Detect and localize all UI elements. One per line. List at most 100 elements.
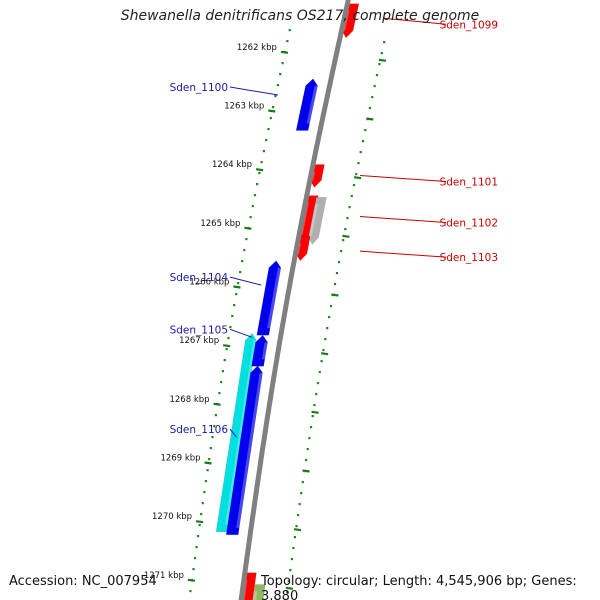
scale-dot — [327, 316, 331, 319]
gene-arrow-sden_1106 — [225, 365, 263, 536]
scale-dot — [361, 140, 365, 143]
scale-dot — [223, 359, 226, 362]
scale-dot — [241, 260, 244, 263]
tick-mark-left — [204, 461, 212, 465]
scale-dot — [233, 304, 236, 307]
tick-mark-right — [285, 586, 294, 590]
scale-dot — [239, 271, 242, 274]
scale-dot — [231, 315, 234, 318]
scale-dot — [322, 349, 325, 352]
map-title: Shewanella denitrificans OS217, complete… — [120, 8, 480, 24]
scale-dot — [333, 283, 337, 286]
scale-dot — [189, 590, 192, 593]
scale-label: 1264 kbp — [212, 160, 252, 170]
scale-dot — [265, 139, 268, 142]
scale-dot — [288, 29, 291, 32]
scale-dot — [355, 173, 358, 176]
scale-dot — [208, 458, 211, 461]
scale-dot — [339, 250, 343, 253]
scale-dot — [292, 547, 295, 550]
scale-dot — [316, 382, 320, 385]
scale-dot — [258, 172, 261, 175]
scale-dot — [352, 184, 356, 187]
genome-backbone — [238, 0, 351, 600]
scale-dot — [375, 74, 379, 77]
gene-label-sden_1101: Sden_1101 — [440, 176, 498, 188]
scale-dot — [193, 557, 197, 560]
scale-dot — [253, 194, 257, 197]
topology-text: Topology: circular; Length: 4,545,906 bp… — [261, 574, 577, 600]
label-leader-line — [359, 216, 447, 224]
scale-dot — [371, 96, 374, 99]
scale-dot — [293, 536, 297, 539]
label-leader-line — [229, 328, 253, 338]
tick-mark-left — [255, 168, 264, 172]
scale-dot — [249, 216, 252, 219]
scale-dot — [235, 293, 238, 296]
gene-layer — [225, 3, 360, 600]
scale-dot — [287, 580, 290, 583]
tick-mark-right — [311, 410, 319, 414]
scale-dot — [315, 393, 318, 396]
scale-label: 1271 kbp — [144, 571, 184, 581]
scale-dot — [301, 481, 304, 484]
tick-mark-left — [187, 578, 196, 582]
scale-dot — [203, 491, 206, 494]
scale-label: 1263 kbp — [224, 102, 264, 112]
scale-dot — [304, 459, 308, 462]
tick-mark-left — [233, 285, 241, 289]
scale-dot — [214, 414, 218, 417]
gene-labels: Sden_1099 Sden_1100 Sden_1101 Sden_1102 Sden… — [170, 17, 498, 438]
scale-dot — [195, 546, 198, 549]
tick-mark-right — [353, 176, 362, 180]
scale-dotted-ring-inner — [189, 29, 291, 593]
scale-dot — [313, 404, 316, 407]
scale-dot — [311, 415, 314, 418]
scale-dot — [243, 249, 246, 252]
tick-mark-left — [244, 226, 252, 230]
gene-arrow-highlight — [267, 267, 281, 329]
gene-arrow-highlight — [236, 372, 263, 528]
scale-dot — [198, 524, 201, 527]
scale-labels: 1262 kbp 1263 kbp 1264 kbp 1265 kbp 1266 kbp… — [144, 43, 277, 581]
tick-mark-left — [213, 402, 221, 406]
scale-label: 1270 kbp — [152, 512, 192, 522]
scale-dot — [298, 503, 301, 506]
scale-dot — [289, 569, 292, 572]
scale-dot — [318, 371, 321, 374]
scale-dot — [269, 117, 272, 120]
scale-dot — [368, 107, 372, 110]
gene-label-sden_1099: Sden_1099 — [440, 19, 498, 31]
scale-label: 1269 kbp — [161, 454, 201, 464]
scale-dot — [364, 129, 367, 132]
scale-dot — [204, 480, 208, 483]
scale-dot — [201, 502, 204, 505]
scale-dot — [300, 492, 303, 495]
scale-label: 1262 kbp — [237, 43, 277, 53]
scale-dot — [320, 360, 323, 363]
scale-dot — [346, 217, 349, 220]
scale-dot — [251, 205, 254, 208]
scale-dot — [227, 337, 230, 340]
tick-mark-right — [320, 352, 329, 356]
scale-dot — [220, 381, 223, 384]
gene-label-sden_1106: Sden_1106 — [170, 424, 229, 436]
scale-dot — [221, 370, 225, 373]
tick-mark-left — [222, 344, 231, 348]
gene-arrow-sden_1100 — [295, 78, 318, 131]
scale-dot — [290, 558, 293, 561]
scale-dot — [281, 62, 284, 65]
scale-dot — [245, 238, 248, 241]
accession-text: Accession: NC_007954 — [9, 574, 157, 589]
gene-arrow-highlight — [261, 342, 268, 360]
tick-mark-right — [366, 117, 374, 121]
scale-label: 1267 kbp — [179, 336, 219, 346]
scale-label: 1265 kbp — [200, 219, 240, 229]
scale-dot — [306, 448, 309, 451]
gene-arrow-highlight — [253, 591, 258, 600]
scale-dot — [267, 128, 270, 131]
label-leader-line — [359, 250, 447, 258]
scale-dot — [329, 305, 333, 308]
scale-dot — [256, 183, 259, 186]
